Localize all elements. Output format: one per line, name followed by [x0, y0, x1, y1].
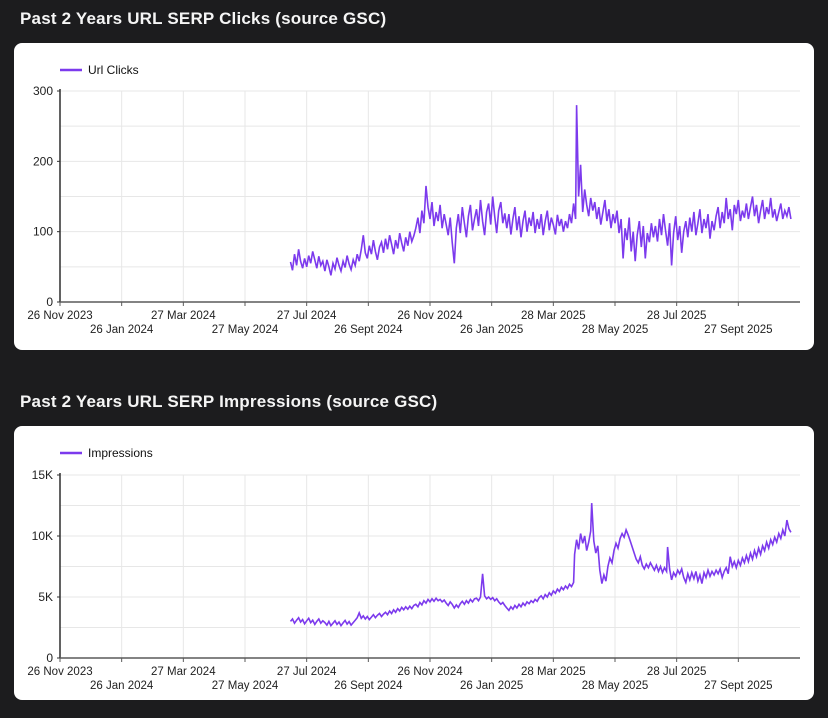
x-tick-label: 26 Nov 2023	[27, 666, 92, 678]
y-tick-label: 200	[33, 154, 53, 168]
y-tick-label: 100	[33, 225, 53, 239]
x-tick-label: 27 May 2024	[212, 324, 279, 336]
impressions-chart-title: Past 2 Years URL SERP Impressions (sourc…	[20, 392, 438, 411]
y-tick-label: 0	[46, 295, 53, 309]
clicks-chart-card: 0 100 200 300 26 Nov 2023 26 Jan 2024 27 Mar 2…	[14, 43, 814, 350]
clicks-chart-title: Past 2 Years URL SERP Clicks (source GSC…	[20, 9, 387, 28]
x-tick-label: 26 Jan 2024	[90, 680, 154, 692]
legend-label: Url Clicks	[88, 63, 139, 77]
y-tick-label: 10K	[32, 529, 53, 543]
series-line	[289, 105, 792, 276]
x-tick-label: 27 Jul 2024	[277, 310, 337, 322]
dashboard-page: Past 2 Years URL SERP Clicks (source GSC…	[14, 8, 814, 700]
x-tick-label: 27 Sept 2025	[704, 680, 772, 692]
x-tick-label: 26 Nov 2023	[27, 310, 92, 322]
y-tick-label: 15K	[32, 468, 53, 482]
y-tick-label: 300	[33, 84, 53, 98]
x-tick-label: 28 May 2025	[582, 324, 649, 336]
x-tick-label: 26 Jan 2024	[90, 324, 154, 336]
x-tick-label: 28 Jul 2025	[647, 310, 706, 322]
x-tick-label: 26 Nov 2024	[397, 310, 463, 322]
x-tick-label: 26 Nov 2024	[397, 666, 463, 678]
clicks-line-chart[interactable]: 0 100 200 300 26 Nov 2023 26 Jan 2024 27 Mar 2…	[14, 43, 814, 350]
x-tick-label: 28 Mar 2025	[521, 310, 586, 322]
clicks-chart-section: Past 2 Years URL SERP Clicks (source GSC…	[14, 8, 814, 350]
x-tick-label: 27 Mar 2024	[151, 666, 216, 678]
x-tick-label: 28 May 2025	[582, 680, 649, 692]
x-tick-label: 27 Jul 2024	[277, 666, 337, 678]
x-tick-label: 26 Jan 2025	[460, 680, 523, 692]
x-tick-label: 27 May 2024	[212, 680, 279, 692]
y-tick-label: 5K	[38, 590, 53, 604]
x-tick-label: 26 Sept 2024	[334, 324, 403, 336]
x-tick-label: 26 Jan 2025	[460, 324, 523, 336]
impressions-chart-section: Past 2 Years URL SERP Impressions (sourc…	[14, 391, 814, 700]
impressions-line-chart[interactable]: 0 5K 10K 15K 26 Nov 2023 26 Jan 2024 27 Mar 20…	[14, 426, 814, 700]
impressions-chart-card: 0 5K 10K 15K 26 Nov 2023 26 Jan 2024 27 Mar 20…	[14, 426, 814, 700]
x-tick-label: 27 Sept 2025	[704, 324, 772, 336]
series-line	[289, 503, 792, 628]
x-tick-label: 28 Mar 2025	[521, 666, 586, 678]
y-tick-label: 0	[46, 651, 53, 665]
x-tick-label: 26 Sept 2024	[334, 680, 403, 692]
x-tick-label: 28 Jul 2025	[647, 666, 706, 678]
legend-label: Impressions	[88, 446, 153, 460]
x-tick-label: 27 Mar 2024	[151, 310, 216, 322]
